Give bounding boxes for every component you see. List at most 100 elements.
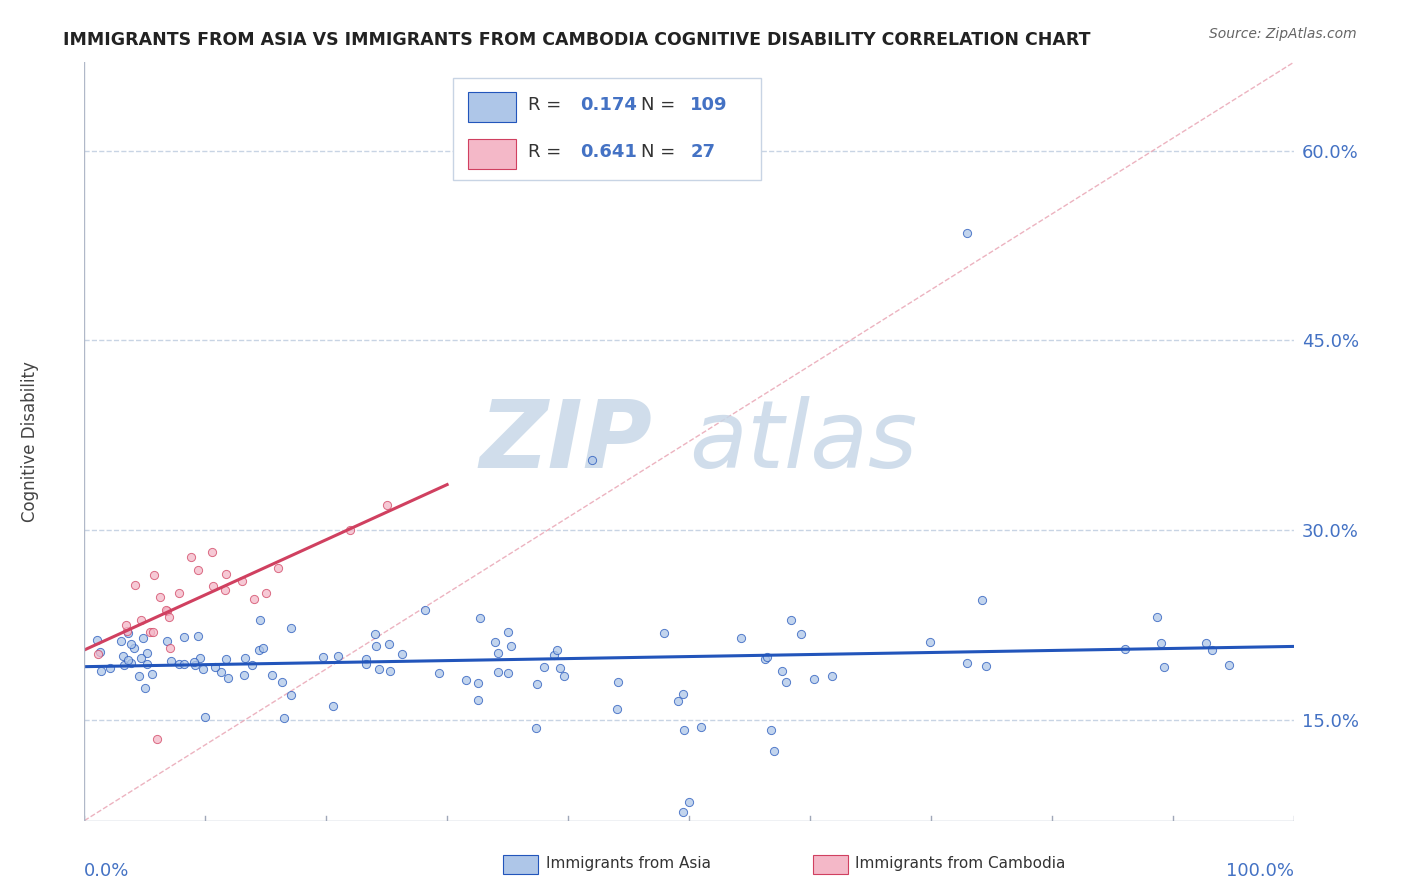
Point (499, 640, 522, 654)
Point (194, 710, 217, 724)
Text: N =: N = (641, 96, 681, 114)
Text: IMMIGRANTS FROM ASIA VS IMMIGRANTS FROM CAMBODIA COGNITIVE DISABILITY CORRELATIO: IMMIGRANTS FROM ASIA VS IMMIGRANTS FROM … (63, 31, 1091, 49)
Point (378, 665, 401, 679)
Point (1146, 610, 1168, 624)
Point (240, 657, 263, 672)
Point (155, 634, 177, 648)
Point (215, 566, 238, 581)
Point (328, 648, 350, 663)
Point (803, 672, 825, 686)
Point (672, 687, 695, 701)
Point (312, 649, 335, 664)
Point (367, 663, 389, 677)
Point (488, 665, 510, 679)
Point (89, 645, 111, 659)
Point (131, 651, 153, 665)
Point (754, 652, 776, 666)
Point (134, 681, 156, 695)
Point (533, 660, 555, 674)
Point (467, 693, 489, 707)
Point (378, 637, 401, 651)
Point (159, 641, 181, 656)
Point (180, 549, 202, 564)
Point (775, 675, 797, 690)
Point (780, 613, 803, 627)
Point (526, 677, 548, 691)
Point (1201, 643, 1223, 657)
Point (470, 611, 492, 625)
Point (821, 669, 844, 683)
Point (157, 610, 180, 624)
Point (167, 657, 190, 671)
Point (548, 661, 571, 675)
Point (280, 688, 302, 702)
Point (217, 671, 239, 685)
Text: R =: R = (529, 96, 567, 114)
Point (124, 577, 146, 591)
Text: ZIP: ZIP (479, 395, 652, 488)
Point (543, 648, 565, 663)
Point (918, 635, 941, 649)
Point (364, 639, 387, 653)
Point (581, 453, 603, 467)
Point (254, 586, 277, 600)
Point (98, 661, 121, 675)
Text: 109: 109 (690, 96, 728, 114)
Text: Immigrants from Cambodia: Immigrants from Cambodia (855, 856, 1066, 871)
Point (132, 631, 155, 645)
Point (201, 579, 224, 593)
Point (666, 694, 689, 708)
Point (204, 660, 226, 674)
Point (142, 568, 165, 582)
Point (672, 805, 695, 819)
Point (112, 648, 135, 663)
Point (606, 702, 628, 716)
Text: 27: 27 (690, 144, 716, 161)
Point (1218, 658, 1240, 673)
Bar (453, 78, 762, 180)
Text: 100.0%: 100.0% (1226, 863, 1294, 880)
Point (146, 731, 169, 746)
Point (117, 653, 139, 667)
Point (322, 698, 344, 713)
Point (187, 564, 209, 578)
Point (606, 674, 628, 689)
Point (391, 648, 413, 662)
Point (211, 665, 233, 679)
Point (1195, 636, 1218, 650)
Point (689, 720, 711, 734)
Point (247, 643, 270, 657)
Text: Cognitive Disability: Cognitive Disability (21, 361, 39, 522)
Point (110, 633, 132, 648)
Point (652, 625, 675, 640)
Point (413, 603, 436, 617)
Point (86, 633, 108, 648)
Point (201, 545, 224, 559)
Point (956, 656, 979, 670)
Point (271, 675, 294, 690)
Point (354, 652, 377, 666)
Point (215, 652, 238, 666)
Point (235, 650, 257, 665)
Point (187, 629, 209, 643)
Point (141, 666, 163, 681)
Point (427, 666, 450, 681)
Text: Source: ZipAtlas.com: Source: ZipAtlas.com (1209, 27, 1357, 41)
Bar (468, 138, 516, 169)
Point (142, 624, 165, 639)
Text: R =: R = (529, 144, 567, 161)
Point (191, 662, 214, 676)
Point (524, 721, 547, 735)
Text: N =: N = (641, 144, 681, 161)
Point (114, 618, 136, 632)
Point (249, 613, 271, 627)
Point (974, 658, 997, 673)
Point (139, 625, 162, 640)
Point (730, 631, 752, 645)
Point (155, 603, 177, 617)
Point (214, 582, 236, 597)
Point (375, 498, 398, 512)
Point (496, 666, 519, 681)
Point (553, 669, 575, 683)
Point (114, 657, 136, 672)
